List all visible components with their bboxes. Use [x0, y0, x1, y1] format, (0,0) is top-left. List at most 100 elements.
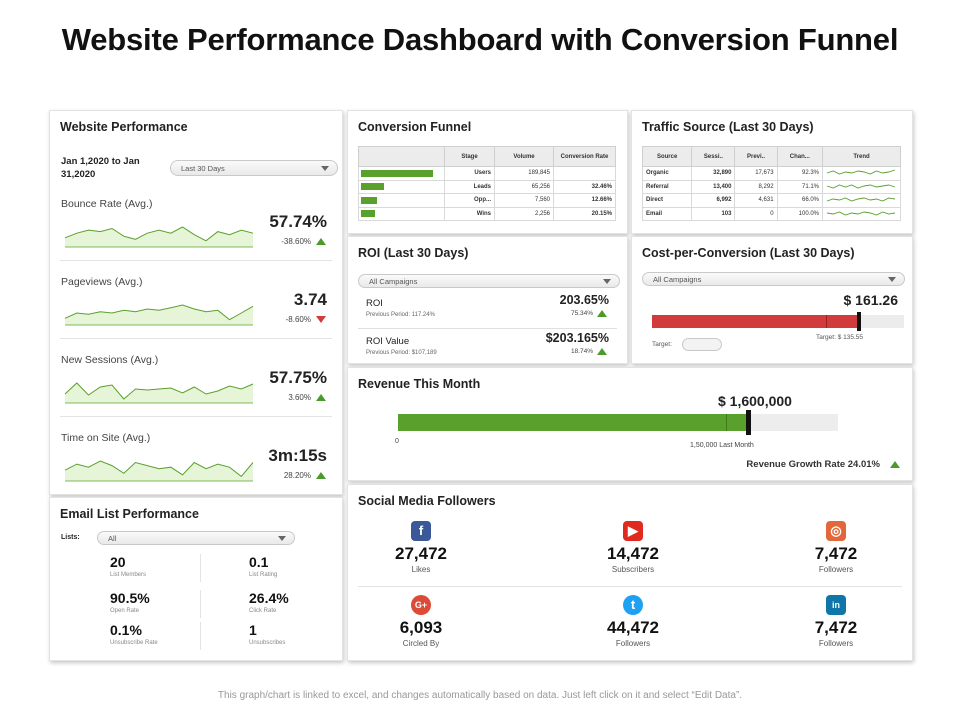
change-cell: 92.3%	[776, 166, 824, 181]
sparkline-area	[65, 383, 253, 403]
funnel-bar	[361, 169, 433, 177]
social-youtube: ▶ 14,472 Subscribers	[573, 521, 693, 574]
roi-value-label: ROI Value	[366, 336, 410, 347]
revenue-bar-track	[398, 410, 838, 435]
email-stat-label: List Members	[110, 572, 147, 578]
last-month-marker	[726, 414, 727, 431]
column-header: Sessi..	[691, 146, 736, 167]
trend-sparkline	[826, 184, 896, 189]
sparkline-line	[64, 382, 254, 400]
website-performance-card: Website Performance Jan 1,2020 to Jan 31…	[49, 110, 343, 495]
up-arrow-icon	[597, 310, 607, 317]
roi-campaign-dropdown[interactable]: All Campaigns	[358, 274, 620, 288]
funnel-bar	[361, 210, 375, 218]
social-count: 6,093	[399, 618, 443, 637]
social-count: 7,472	[814, 618, 858, 637]
previous-cell: 0	[734, 206, 778, 221]
trend-cell	[822, 206, 901, 221]
chevron-down-icon	[278, 536, 286, 541]
chevron-down-icon	[888, 277, 896, 282]
metric-sparkline	[64, 460, 254, 482]
revenue-growth-text: Revenue Growth Rate 24.01%	[746, 459, 880, 470]
cpc-target-label: Target: $ 135.55	[816, 334, 863, 341]
metric-sparkline	[64, 382, 254, 404]
metric-value: 57.74%	[269, 212, 327, 231]
metric-label: Bounce Rate (Avg.)	[61, 198, 153, 210]
trend-line	[826, 197, 896, 202]
cpc-campaign-dropdown[interactable]: All Campaigns	[642, 272, 905, 286]
metric-change: 28.20%	[284, 471, 326, 480]
roi-value: 203.65%	[559, 293, 609, 307]
trend-cell	[822, 193, 901, 208]
table-row: Users 189,845	[358, 166, 616, 181]
roi-previous: Previous Period: 117.24%	[366, 312, 435, 318]
column-header: Trend	[822, 146, 901, 167]
roi-value-previous: Previous Period: $107,189	[366, 350, 437, 356]
metric-label: New Sessions (Avg.)	[61, 354, 159, 366]
stage-cell: Opp...	[443, 193, 496, 208]
up-arrow-icon	[597, 348, 607, 355]
sparkline-line	[64, 460, 254, 478]
email-stat-divider	[200, 590, 201, 618]
email-performance-title: Email List Performance	[60, 507, 199, 521]
trend-cell	[822, 179, 901, 194]
table-header-row: Stage Volume Conversion Rate	[358, 146, 616, 167]
up-arrow-icon	[316, 394, 326, 402]
conversion-funnel-card: Conversion Funnel Stage Volume Conversion …	[347, 110, 628, 234]
lists-dropdown[interactable]: All	[97, 531, 295, 545]
revenue-value-marker	[746, 410, 751, 435]
cost-per-conversion-card: Cost-per-Conversion (Last 30 Days) All C…	[631, 236, 913, 364]
cpc-bar-fill	[652, 315, 859, 328]
period-dropdown[interactable]: Last 30 Days	[170, 160, 338, 176]
social-linkedin: in 7,472 Followers	[776, 595, 896, 648]
rate-cell: 12.66%	[553, 193, 616, 208]
metric-change: -38.60%	[281, 237, 326, 246]
revenue-title: Revenue This Month	[358, 377, 481, 391]
email-stat-value: 0.1	[249, 554, 269, 570]
roi-campaign-dropdown-value: All Campaigns	[369, 277, 418, 286]
volume-cell: 189,845	[494, 166, 554, 181]
social-instagram: ◎ 7,472 Followers	[776, 521, 896, 574]
metric-sparkline	[64, 226, 254, 248]
email-stat-label: Unsubscribes	[249, 640, 286, 646]
sessions-cell: 32,890	[691, 166, 736, 181]
revenue-value: $ 1,600,000	[718, 393, 792, 409]
facebook-icon: f	[411, 521, 431, 541]
social-label: Followers	[818, 565, 854, 574]
target-input-label: Target:	[652, 341, 672, 348]
social-label: Subscribers	[611, 565, 655, 574]
trend-line	[826, 169, 896, 175]
twitter-icon: t	[623, 595, 643, 615]
funnel-bar-cell	[358, 179, 445, 194]
trend-cell	[822, 166, 901, 181]
funnel-bar-cell	[358, 193, 445, 208]
metric-sparkline	[64, 304, 254, 326]
youtube-icon: ▶	[623, 521, 643, 541]
metric-label: Pageviews (Avg.)	[61, 276, 143, 288]
trend-sparkline	[826, 197, 896, 202]
volume-cell: 7,560	[494, 193, 554, 208]
revenue-growth: Revenue Growth Rate 24.01%	[746, 459, 900, 470]
up-arrow-icon	[316, 472, 326, 480]
metric-divider	[60, 260, 332, 261]
revenue-axis-start: 0	[395, 438, 399, 445]
roi-change: 75.34%	[571, 310, 607, 317]
email-stat-label: List Rating	[249, 572, 278, 578]
date-range: Jan 1,2020 to Jan 31,2020	[61, 156, 140, 180]
metric-value: 3.74	[293, 290, 327, 309]
roi-divider	[358, 328, 617, 329]
previous-cell: 8,292	[734, 179, 778, 194]
funnel-bar-cell	[358, 206, 445, 221]
metric-change-text: 28.20%	[283, 471, 311, 480]
trend-line	[826, 211, 896, 216]
email-stat-value: 26.4%	[249, 590, 289, 606]
social-label: Circled By	[402, 639, 440, 648]
table-row: Opp... 7,560 12.66%	[358, 193, 616, 208]
social-media-title: Social Media Followers	[358, 494, 496, 508]
social-facebook: f 27,472 Likes	[361, 521, 481, 574]
traffic-source-title: Traffic Source (Last 30 Days)	[642, 120, 814, 134]
column-header: Stage	[443, 146, 496, 167]
lists-label: Lists:	[61, 534, 80, 541]
email-stat-label: Open Rate	[110, 608, 140, 614]
target-input[interactable]	[682, 338, 722, 351]
